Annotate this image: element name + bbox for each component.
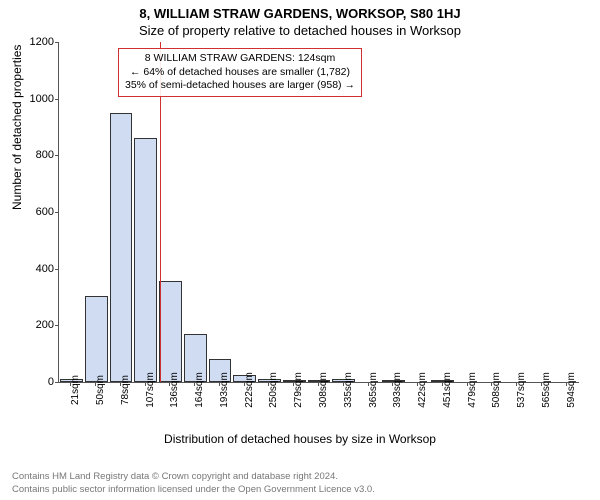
x-tick-label: 308sqm: [318, 372, 329, 408]
x-tick-label: 222sqm: [244, 372, 255, 408]
x-tick-label: 565sqm: [541, 372, 552, 408]
y-tick-label: 0: [24, 376, 54, 388]
x-tick-label: 422sqm: [417, 372, 428, 408]
footer-attribution: Contains HM Land Registry data © Crown c…: [12, 471, 375, 496]
y-tick-label: 200: [24, 319, 54, 331]
annotation-line: 35% of semi-detached houses are larger (…: [125, 79, 355, 93]
x-tick-label: 537sqm: [516, 372, 527, 408]
x-tick-label: 136sqm: [169, 372, 180, 408]
histogram-bar: [159, 281, 182, 382]
annotation-box: 8 WILLIAM STRAW GARDENS: 124sqm← 64% of …: [118, 48, 362, 97]
y-axis-label: Number of detached properties: [10, 45, 24, 210]
footer-line1: Contains HM Land Registry data © Crown c…: [12, 471, 375, 483]
y-tick-label: 1000: [24, 93, 54, 105]
histogram-bar: [85, 296, 108, 382]
annotation-line: 8 WILLIAM STRAW GARDENS: 124sqm: [125, 52, 355, 66]
x-tick-label: 335sqm: [343, 372, 354, 408]
x-tick-label: 451sqm: [442, 372, 453, 408]
x-tick-label: 594sqm: [566, 372, 577, 408]
footer-line2: Contains public sector information licen…: [12, 484, 375, 496]
histogram-bar: [134, 138, 157, 382]
x-tick-label: 193sqm: [219, 372, 230, 408]
x-tick-label: 279sqm: [293, 372, 304, 408]
x-tick-label: 365sqm: [368, 372, 379, 408]
x-tick-label: 78sqm: [120, 375, 131, 405]
x-tick-label: 21sqm: [70, 375, 81, 405]
chart-title-address: 8, WILLIAM STRAW GARDENS, WORKSOP, S80 1…: [0, 0, 600, 21]
histogram-bar: [110, 113, 133, 382]
x-tick-label: 508sqm: [491, 372, 502, 408]
x-tick-label: 250sqm: [268, 372, 279, 408]
y-tick-label: 800: [24, 149, 54, 161]
x-tick-label: 107sqm: [145, 372, 156, 408]
x-tick-label: 164sqm: [194, 372, 205, 408]
x-tick-label: 393sqm: [392, 372, 403, 408]
y-tick-label: 600: [24, 206, 54, 218]
y-tick-label: 1200: [24, 36, 54, 48]
histogram-chart: 8 WILLIAM STRAW GARDENS: 124sqm← 64% of …: [58, 42, 578, 382]
annotation-line: ← 64% of detached houses are smaller (1,…: [125, 66, 355, 80]
x-axis-label: Distribution of detached houses by size …: [0, 432, 600, 446]
x-tick-label: 479sqm: [467, 372, 478, 408]
x-tick-label: 50sqm: [95, 375, 106, 405]
chart-subtitle: Size of property relative to detached ho…: [0, 21, 600, 38]
y-tick-label: 400: [24, 263, 54, 275]
